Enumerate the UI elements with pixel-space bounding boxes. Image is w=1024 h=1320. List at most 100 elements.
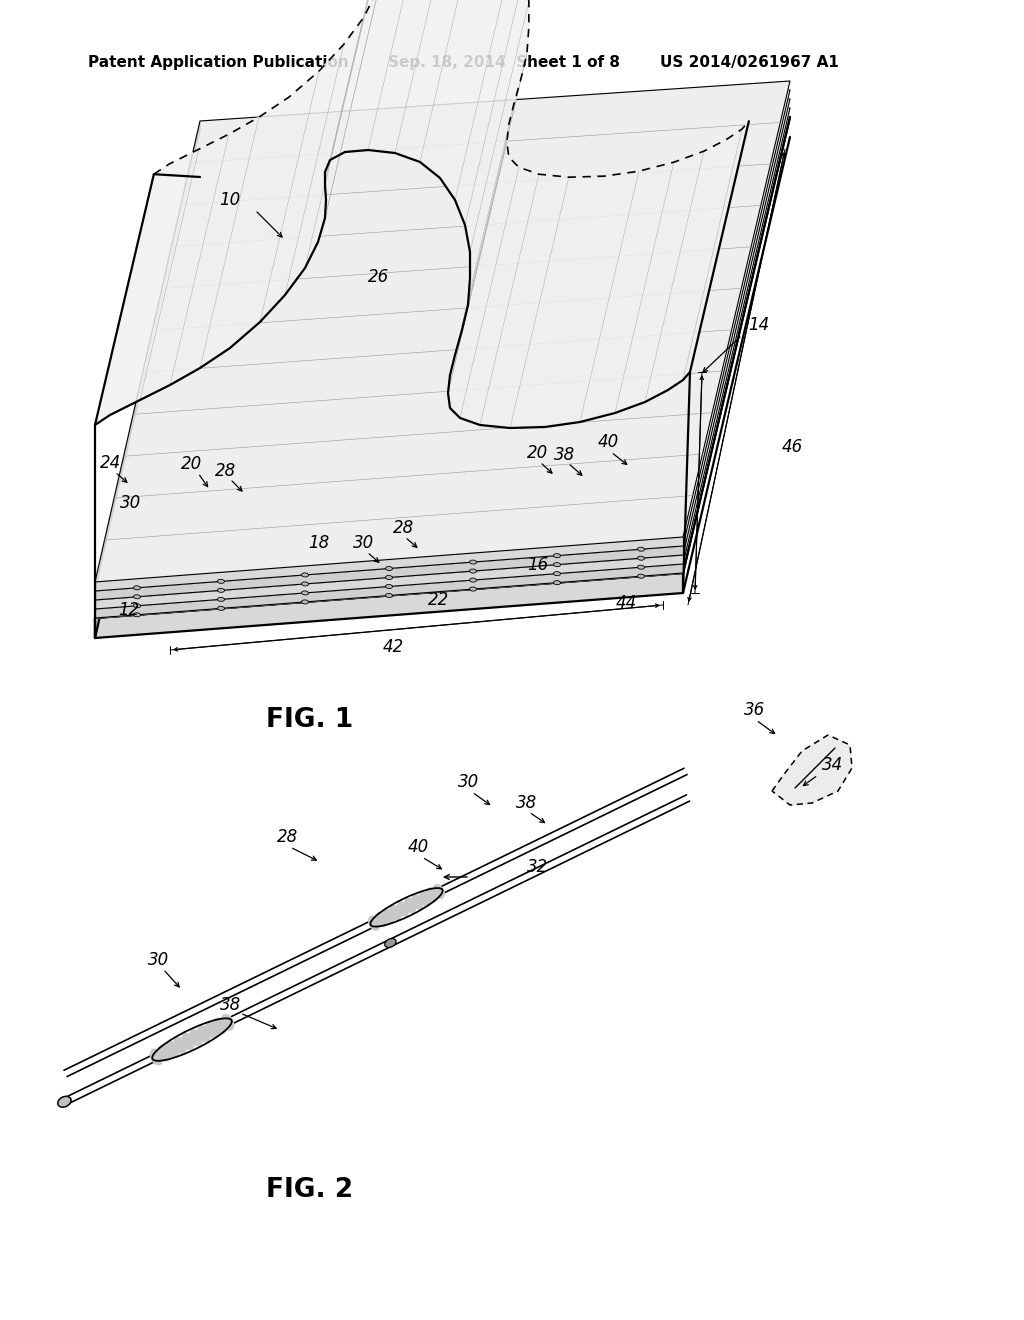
Ellipse shape bbox=[221, 1014, 234, 1031]
Ellipse shape bbox=[301, 591, 308, 595]
Ellipse shape bbox=[470, 578, 476, 582]
Ellipse shape bbox=[411, 895, 424, 909]
Ellipse shape bbox=[301, 599, 308, 605]
Text: 26: 26 bbox=[368, 268, 389, 286]
Text: 46: 46 bbox=[782, 438, 803, 455]
Text: 16: 16 bbox=[527, 556, 548, 574]
Ellipse shape bbox=[396, 902, 409, 917]
Text: Sep. 18, 2014  Sheet 1 of 8: Sep. 18, 2014 Sheet 1 of 8 bbox=[388, 54, 620, 70]
Text: 20: 20 bbox=[527, 444, 548, 462]
Text: Patent Application Publication: Patent Application Publication bbox=[88, 54, 349, 70]
Ellipse shape bbox=[554, 581, 560, 585]
Ellipse shape bbox=[426, 887, 438, 903]
Text: 18: 18 bbox=[308, 535, 330, 552]
Text: 36: 36 bbox=[744, 701, 765, 719]
Text: 44: 44 bbox=[616, 594, 637, 612]
Ellipse shape bbox=[554, 572, 560, 576]
Polygon shape bbox=[95, 117, 790, 618]
Text: 14: 14 bbox=[748, 315, 769, 334]
Ellipse shape bbox=[173, 1036, 187, 1053]
Ellipse shape bbox=[217, 589, 224, 593]
Ellipse shape bbox=[217, 579, 224, 583]
Text: 38: 38 bbox=[220, 997, 242, 1014]
Text: 28: 28 bbox=[393, 519, 415, 537]
Ellipse shape bbox=[166, 1040, 179, 1057]
Ellipse shape bbox=[403, 898, 416, 913]
Polygon shape bbox=[95, 573, 683, 638]
Ellipse shape bbox=[638, 574, 644, 578]
Polygon shape bbox=[95, 554, 683, 609]
Polygon shape bbox=[95, 99, 790, 601]
Text: 24: 24 bbox=[100, 454, 121, 473]
Ellipse shape bbox=[433, 884, 445, 899]
Ellipse shape bbox=[638, 556, 644, 560]
Polygon shape bbox=[95, 90, 790, 591]
Ellipse shape bbox=[554, 562, 560, 566]
Ellipse shape bbox=[205, 1022, 218, 1039]
Ellipse shape bbox=[133, 586, 140, 590]
Ellipse shape bbox=[181, 1034, 195, 1049]
Ellipse shape bbox=[470, 569, 476, 573]
Polygon shape bbox=[95, 139, 200, 609]
Polygon shape bbox=[95, 129, 200, 601]
Ellipse shape bbox=[133, 612, 140, 616]
Polygon shape bbox=[95, 148, 200, 618]
Ellipse shape bbox=[189, 1030, 203, 1047]
Ellipse shape bbox=[385, 566, 392, 570]
Ellipse shape bbox=[470, 587, 476, 591]
Ellipse shape bbox=[301, 582, 308, 586]
Text: 34: 34 bbox=[822, 756, 843, 774]
Polygon shape bbox=[95, 546, 683, 601]
Text: FIG. 2: FIG. 2 bbox=[266, 1177, 353, 1203]
Polygon shape bbox=[95, 108, 790, 609]
Polygon shape bbox=[772, 735, 852, 805]
Text: 40: 40 bbox=[408, 838, 429, 855]
Text: 28: 28 bbox=[215, 462, 237, 480]
Text: 40: 40 bbox=[598, 433, 620, 451]
Ellipse shape bbox=[385, 939, 396, 948]
Text: 12: 12 bbox=[118, 601, 139, 619]
Polygon shape bbox=[95, 157, 200, 638]
Ellipse shape bbox=[133, 603, 140, 607]
Ellipse shape bbox=[638, 548, 644, 552]
Text: 32: 32 bbox=[527, 858, 548, 876]
Text: 30: 30 bbox=[120, 494, 141, 512]
Text: 22: 22 bbox=[428, 591, 450, 609]
Ellipse shape bbox=[217, 598, 224, 602]
Text: 30: 30 bbox=[353, 535, 374, 552]
Text: 42: 42 bbox=[383, 638, 404, 656]
Ellipse shape bbox=[385, 594, 392, 598]
Ellipse shape bbox=[385, 585, 392, 589]
Ellipse shape bbox=[301, 573, 308, 577]
Text: 10: 10 bbox=[219, 191, 241, 209]
Text: 30: 30 bbox=[148, 950, 169, 969]
Ellipse shape bbox=[470, 560, 476, 564]
Ellipse shape bbox=[638, 565, 644, 569]
Ellipse shape bbox=[150, 1048, 163, 1065]
Text: FIG. 1: FIG. 1 bbox=[266, 708, 353, 733]
Ellipse shape bbox=[385, 576, 392, 579]
Ellipse shape bbox=[158, 1044, 171, 1061]
Text: 30: 30 bbox=[458, 774, 479, 791]
Ellipse shape bbox=[133, 595, 140, 599]
Ellipse shape bbox=[217, 606, 224, 610]
Ellipse shape bbox=[57, 1097, 71, 1107]
Ellipse shape bbox=[368, 915, 380, 931]
Ellipse shape bbox=[382, 908, 394, 924]
Ellipse shape bbox=[389, 906, 401, 920]
Ellipse shape bbox=[375, 912, 387, 927]
Ellipse shape bbox=[197, 1026, 211, 1043]
Polygon shape bbox=[95, 564, 683, 618]
Text: 20: 20 bbox=[181, 455, 203, 473]
Text: 38: 38 bbox=[516, 795, 538, 812]
Text: 38: 38 bbox=[554, 446, 575, 465]
Text: US 2014/0261967 A1: US 2014/0261967 A1 bbox=[660, 54, 839, 70]
Polygon shape bbox=[95, 121, 200, 591]
Text: 28: 28 bbox=[278, 828, 298, 846]
Polygon shape bbox=[95, 537, 683, 591]
Ellipse shape bbox=[554, 553, 560, 557]
Ellipse shape bbox=[213, 1018, 226, 1035]
Ellipse shape bbox=[419, 891, 431, 907]
Polygon shape bbox=[95, 81, 790, 582]
Polygon shape bbox=[95, 0, 749, 428]
